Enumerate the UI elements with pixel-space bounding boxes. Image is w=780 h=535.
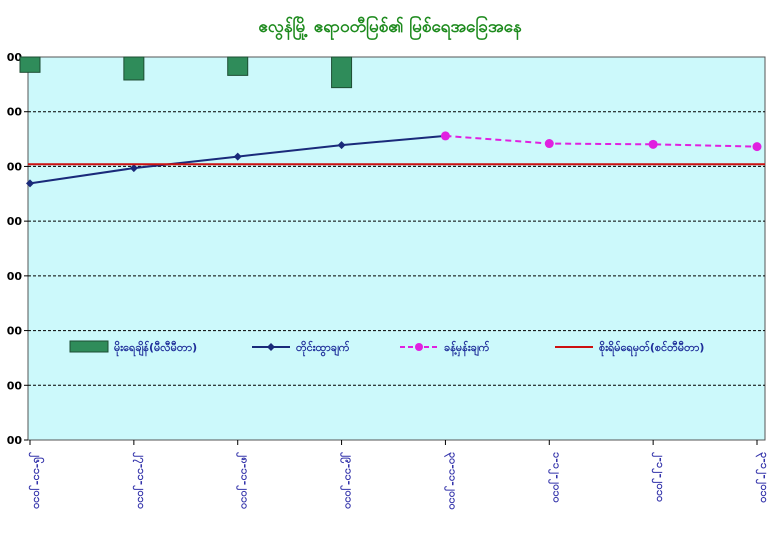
legend-label: ခန့်မှန်းချက် bbox=[444, 340, 490, 357]
bar bbox=[19, 56, 41, 73]
y-tick-label: 00 bbox=[7, 434, 23, 447]
bar bbox=[123, 56, 145, 81]
legend-item: မိုးရေချိန်(မီလီမီတာ) bbox=[69, 340, 197, 357]
y-tick-label: 00 bbox=[7, 379, 23, 392]
series-line bbox=[445, 134, 758, 148]
y-tick-label: 00 bbox=[7, 215, 23, 228]
data-point bbox=[648, 139, 658, 149]
x-tick-label: ၂၈-၁၁-၂၀၁၀ bbox=[236, 452, 252, 509]
x-tick-label: ၂၉-၁၁-၂၀၁၀ bbox=[340, 452, 356, 509]
y-tick-label: 00 bbox=[7, 106, 23, 119]
data-point bbox=[337, 141, 346, 150]
legend-marker bbox=[267, 343, 275, 351]
legend-label: စိုးရိမ်ရေမှတ်(စင်တီမီတာ) bbox=[599, 340, 704, 357]
x-tick-label: ၂၇-၁၁-၂၀၁၀ bbox=[132, 452, 148, 509]
y-tick-label: 00 bbox=[7, 270, 23, 283]
x-tick-label: ၃၀-၁၁-၂၀၁၀ bbox=[443, 452, 459, 510]
data-point bbox=[129, 164, 138, 173]
legend-item: စိုးရိမ်ရေမှတ်(စင်တီမီတာ) bbox=[555, 340, 704, 357]
legend-swatch bbox=[69, 340, 109, 353]
y-tick-label: 00 bbox=[7, 325, 23, 338]
bar bbox=[227, 56, 249, 76]
data-point bbox=[544, 139, 554, 149]
chart-title: ဧလွန်မြို့ ဧရာဝတီမြစ်၏ မြစ်ရေအခြေအနေ bbox=[258, 17, 522, 37]
x-tick-label: ၂၆-၁၁-၂၀၁၀ bbox=[28, 452, 44, 509]
legend-marker bbox=[415, 343, 423, 351]
legend-label: တိုင်းထွာချက် bbox=[296, 340, 350, 357]
bar bbox=[331, 56, 353, 89]
legend-item: ခန့်မှန်းချက် bbox=[400, 340, 490, 357]
plot-area bbox=[27, 56, 766, 441]
data-point bbox=[440, 131, 450, 141]
x-tick-label: ၂-၁၂-၂၀၁၀ bbox=[651, 452, 667, 502]
data-point bbox=[26, 179, 34, 188]
data-point bbox=[752, 142, 762, 152]
y-tick-label: 00 bbox=[7, 160, 23, 173]
x-tick-label: ၁-၁၂-၂၀၁၀ bbox=[547, 452, 563, 503]
legend-label: မိုးရေချိန်(မီလီမီတာ) bbox=[114, 340, 197, 357]
y-tick-label: 00 bbox=[7, 51, 23, 64]
x-tick-label: ၃-၁၂-၂၀၁၀ bbox=[755, 452, 771, 503]
data-point bbox=[233, 152, 242, 161]
legend-item: တိုင်းထွာချက် bbox=[252, 340, 350, 357]
